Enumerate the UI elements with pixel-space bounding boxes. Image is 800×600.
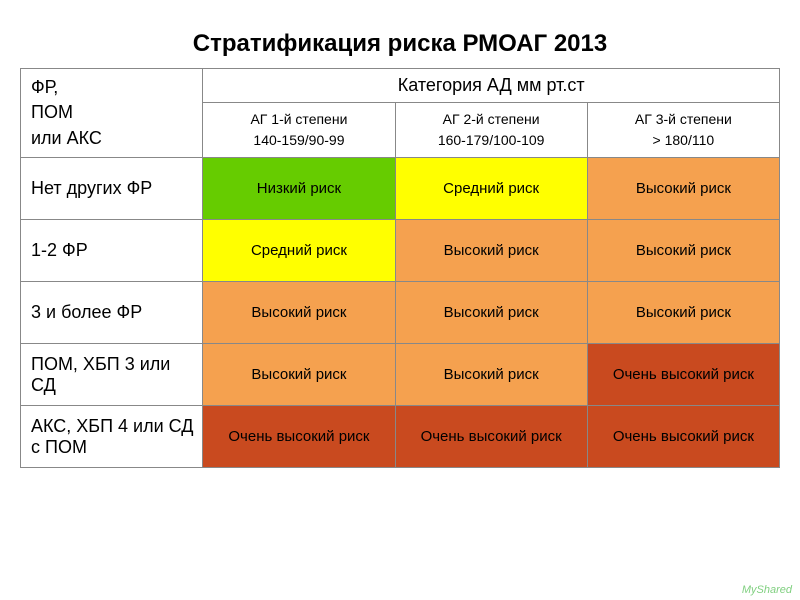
- cell-0-1: Средний риск: [395, 158, 587, 220]
- cell-1-2: Высокий риск: [587, 220, 779, 282]
- header-left-l1: ФР,: [31, 77, 58, 97]
- sub-header-1: АГ 1-й степени 140-159/90-99: [203, 103, 395, 158]
- cell-4-0: Очень высокий риск: [203, 406, 395, 468]
- sub3-l1: АГ 3-й степени: [635, 111, 732, 127]
- header-left-l3: или АКС: [31, 128, 102, 148]
- sub1-l2: 140-159/90-99: [253, 132, 344, 148]
- sub2-l2: 160-179/100-109: [438, 132, 545, 148]
- cell-0-0: Низкий риск: [203, 158, 395, 220]
- data-row-0: Нет других ФР Низкий риск Средний риск В…: [21, 158, 780, 220]
- cell-2-0: Высокий риск: [203, 282, 395, 344]
- watermark: MyShared: [742, 584, 792, 596]
- sub-header-2: АГ 2-й степени 160-179/100-109: [395, 103, 587, 158]
- sub3-l2: > 180/110: [653, 132, 715, 148]
- cell-1-0: Средний риск: [203, 220, 395, 282]
- cell-1-1: Высокий риск: [395, 220, 587, 282]
- header-row-1: ФР, ПОМ или АКС Категория АД мм рт.ст: [21, 69, 780, 103]
- row-label-0: Нет других ФР: [21, 158, 203, 220]
- cell-3-1: Высокий риск: [395, 344, 587, 406]
- row-label-2: 3 и более ФР: [21, 282, 203, 344]
- cell-2-2: Высокий риск: [587, 282, 779, 344]
- category-header: Категория АД мм рт.ст: [203, 69, 780, 103]
- cell-4-2: Очень высокий риск: [587, 406, 779, 468]
- row-label-3: ПОМ, ХБП 3 или СД: [21, 344, 203, 406]
- row-label-4: АКС, ХБП 4 или СД с ПОМ: [21, 406, 203, 468]
- row-label-1: 1-2 ФР: [21, 220, 203, 282]
- data-row-1: 1-2 ФР Средний риск Высокий риск Высокий…: [21, 220, 780, 282]
- data-row-4: АКС, ХБП 4 или СД с ПОМ Очень высокий ри…: [21, 406, 780, 468]
- header-left-l2: ПОМ: [31, 102, 73, 122]
- sub2-l1: АГ 2-й степени: [443, 111, 540, 127]
- cell-2-1: Высокий риск: [395, 282, 587, 344]
- cell-0-2: Высокий риск: [587, 158, 779, 220]
- cell-3-2: Очень высокий риск: [587, 344, 779, 406]
- cell-3-0: Высокий риск: [203, 344, 395, 406]
- cell-4-1: Очень высокий риск: [395, 406, 587, 468]
- risk-table: ФР, ПОМ или АКС Категория АД мм рт.ст АГ…: [20, 68, 780, 468]
- sub1-l1: АГ 1-й степени: [250, 111, 347, 127]
- page-title: Стратификация риска РМОАГ 2013: [20, 30, 780, 58]
- data-row-2: 3 и более ФР Высокий риск Высокий риск В…: [21, 282, 780, 344]
- header-left: ФР, ПОМ или АКС: [21, 69, 203, 158]
- sub-header-3: АГ 3-й степени > 180/110: [587, 103, 779, 158]
- data-row-3: ПОМ, ХБП 3 или СД Высокий риск Высокий р…: [21, 344, 780, 406]
